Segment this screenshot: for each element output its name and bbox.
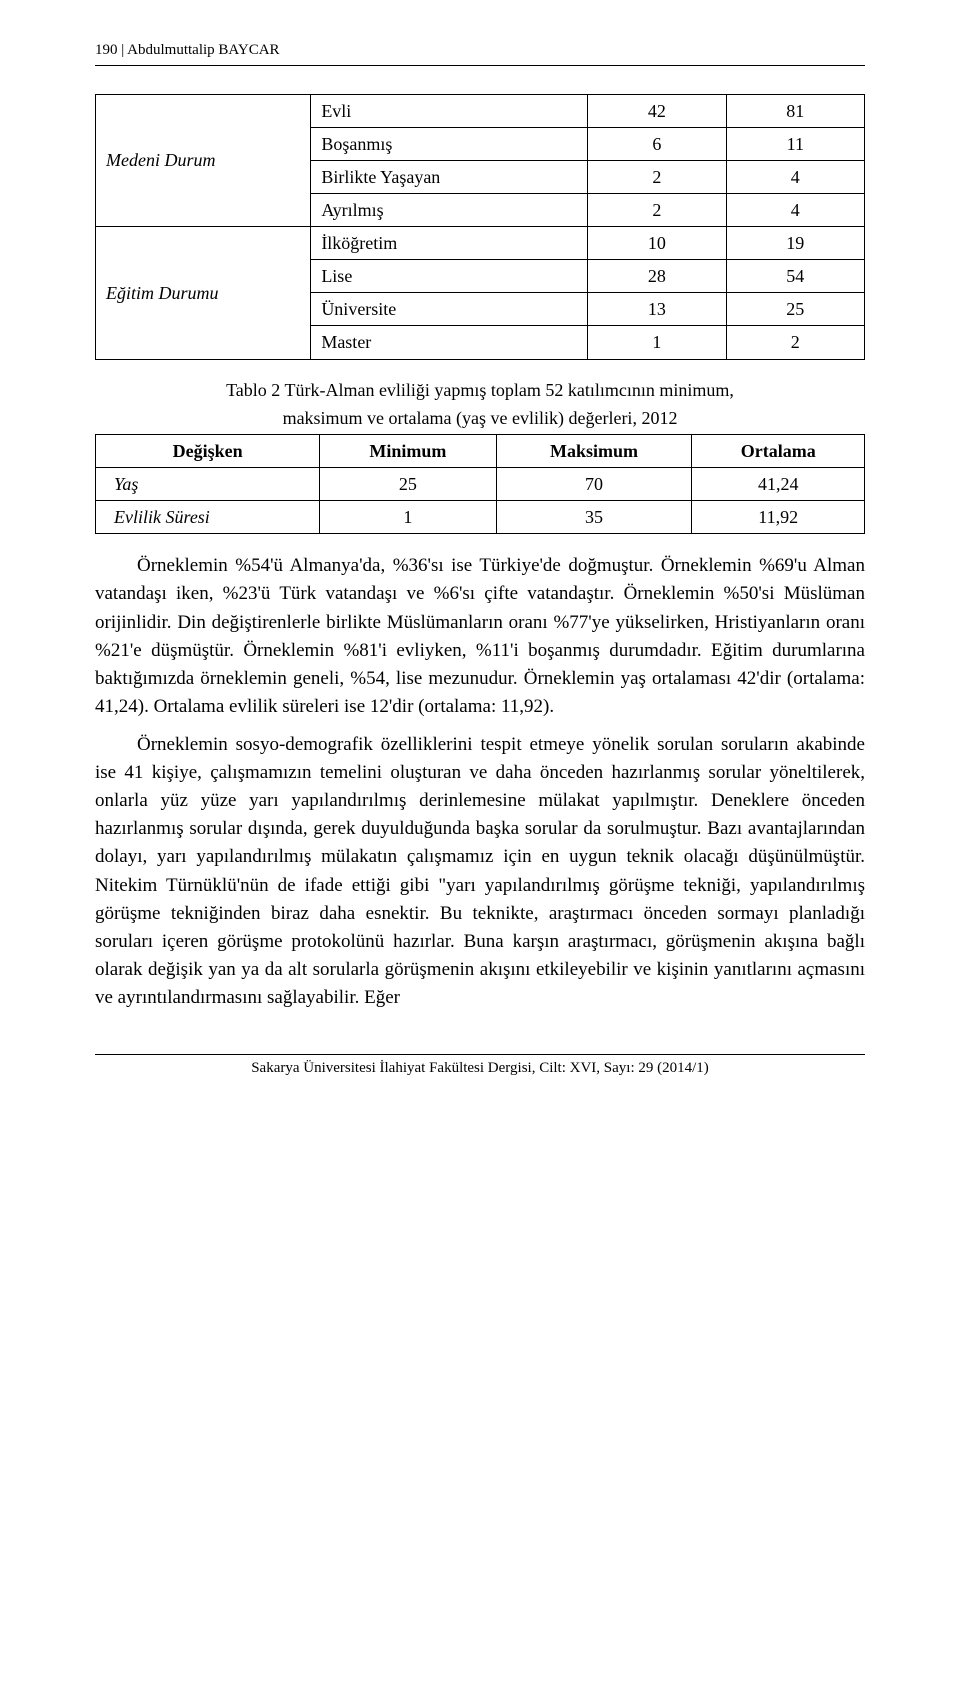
- table-cell: 11: [726, 127, 864, 160]
- table-cell: 13: [588, 293, 726, 326]
- table-cell: Üniversite: [311, 293, 588, 326]
- table-group-label: Medeni Durum: [96, 94, 311, 226]
- table-cell: 19: [726, 227, 864, 260]
- table-cell: 70: [496, 468, 692, 501]
- table-cell: 41,24: [692, 468, 865, 501]
- table-cell: 25: [726, 293, 864, 326]
- table-cell: 6: [588, 127, 726, 160]
- table-cell: Evli: [311, 94, 588, 127]
- paragraph-2: Örneklemin sosyo-demografik özelliklerin…: [95, 731, 865, 1012]
- table-cell: 2: [588, 160, 726, 193]
- table-header: Maksimum: [496, 435, 692, 468]
- table-caption-line1: Tablo 2 Türk-Alman evliliği yapmış topla…: [95, 378, 865, 402]
- table-demographics: Medeni Durum Evli 42 81 Boşanmış 6 11 Bi…: [95, 94, 865, 360]
- table-cell: 1: [320, 501, 496, 534]
- page-header: 190 | Abdulmuttalip BAYCAR: [95, 40, 865, 66]
- table-cell: Yaş: [96, 468, 320, 501]
- table-cell: 28: [588, 260, 726, 293]
- table-cell: Ayrılmış: [311, 194, 588, 227]
- table-cell: 4: [726, 160, 864, 193]
- paragraph-1: Örneklemin %54'ü Almanya'da, %36'sı ise …: [95, 552, 865, 721]
- table-caption-line2: maksimum ve ortalama (yaş ve evlilik) de…: [95, 406, 865, 430]
- table-header: Minimum: [320, 435, 496, 468]
- table-cell: Boşanmış: [311, 127, 588, 160]
- table-cell: Master: [311, 326, 588, 359]
- table-group-label: Eğitim Durumu: [96, 227, 311, 359]
- table-cell: Evlilik Süresi: [96, 501, 320, 534]
- table-header: Ortalama: [692, 435, 865, 468]
- page-footer: Sakarya Üniversitesi İlahiyat Fakültesi …: [95, 1054, 865, 1080]
- table-cell: 35: [496, 501, 692, 534]
- table-cell: 2: [588, 194, 726, 227]
- table-header: Değişken: [96, 435, 320, 468]
- table-cell: 2: [726, 326, 864, 359]
- table-stats: Değişken Minimum Maksimum Ortalama Yaş 2…: [95, 434, 865, 534]
- table-cell: Lise: [311, 260, 588, 293]
- table-cell: Birlikte Yaşayan: [311, 160, 588, 193]
- table-cell: 25: [320, 468, 496, 501]
- table-cell: 42: [588, 94, 726, 127]
- table-cell: 4: [726, 194, 864, 227]
- table-cell: 81: [726, 94, 864, 127]
- table-cell: 11,92: [692, 501, 865, 534]
- table-cell: 54: [726, 260, 864, 293]
- table-cell: İlköğretim: [311, 227, 588, 260]
- table-cell: 1: [588, 326, 726, 359]
- table-cell: 10: [588, 227, 726, 260]
